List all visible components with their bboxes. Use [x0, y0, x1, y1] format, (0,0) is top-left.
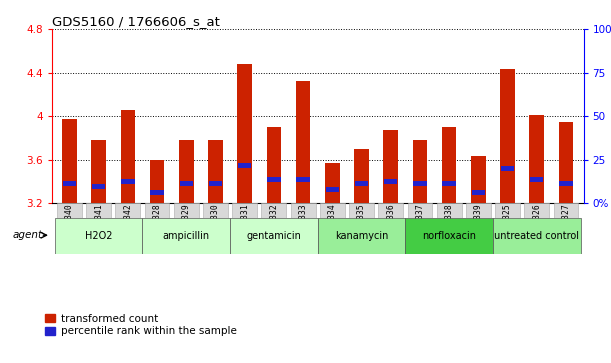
Bar: [267, 177, 280, 182]
Bar: [354, 149, 369, 203]
Bar: [500, 69, 515, 203]
Text: GSM1356338: GSM1356338: [445, 204, 453, 252]
Bar: [501, 166, 514, 171]
Text: GSM1356339: GSM1356339: [474, 204, 483, 252]
Bar: [238, 163, 251, 168]
FancyBboxPatch shape: [378, 203, 403, 218]
Bar: [92, 140, 106, 203]
Text: GSM1356330: GSM1356330: [211, 204, 220, 252]
FancyBboxPatch shape: [318, 218, 405, 254]
Text: GSM1356329: GSM1356329: [182, 204, 191, 252]
Text: untreated control: untreated control: [494, 231, 579, 241]
Bar: [413, 181, 426, 186]
Text: GSM1356326: GSM1356326: [532, 204, 541, 252]
Bar: [296, 81, 310, 203]
Bar: [208, 140, 223, 203]
Bar: [355, 181, 368, 186]
Text: GSM1356334: GSM1356334: [328, 204, 337, 252]
Bar: [384, 130, 398, 203]
Text: gentamicin: gentamicin: [246, 231, 301, 241]
Bar: [326, 187, 339, 192]
Bar: [150, 190, 164, 195]
Bar: [63, 181, 76, 186]
FancyBboxPatch shape: [232, 203, 257, 218]
Bar: [121, 179, 134, 184]
Text: GSM1356340: GSM1356340: [65, 204, 74, 252]
FancyBboxPatch shape: [408, 203, 433, 218]
FancyBboxPatch shape: [142, 218, 230, 254]
FancyBboxPatch shape: [145, 203, 169, 218]
Bar: [442, 127, 456, 203]
Bar: [472, 190, 485, 195]
Bar: [180, 181, 193, 186]
Text: kanamycin: kanamycin: [335, 231, 388, 241]
Bar: [530, 177, 544, 182]
Text: GDS5160 / 1766606_s_at: GDS5160 / 1766606_s_at: [52, 15, 220, 28]
Bar: [559, 181, 573, 186]
Text: GSM1356337: GSM1356337: [415, 204, 425, 252]
Bar: [238, 64, 252, 203]
Text: GSM1356342: GSM1356342: [123, 204, 133, 252]
FancyBboxPatch shape: [320, 203, 345, 218]
Text: GSM1356333: GSM1356333: [299, 204, 307, 252]
FancyBboxPatch shape: [203, 203, 228, 218]
Bar: [120, 110, 135, 203]
FancyBboxPatch shape: [55, 218, 142, 254]
FancyBboxPatch shape: [291, 203, 315, 218]
Text: GSM1356335: GSM1356335: [357, 204, 366, 252]
Bar: [209, 181, 222, 186]
Bar: [62, 119, 77, 203]
FancyBboxPatch shape: [86, 203, 111, 218]
FancyBboxPatch shape: [437, 203, 461, 218]
Bar: [412, 140, 427, 203]
Bar: [179, 140, 194, 203]
FancyBboxPatch shape: [115, 203, 141, 218]
Bar: [92, 184, 105, 189]
Text: GSM1356331: GSM1356331: [240, 204, 249, 252]
Text: GSM1356325: GSM1356325: [503, 204, 512, 252]
Text: ampicillin: ampicillin: [163, 231, 210, 241]
FancyBboxPatch shape: [174, 203, 199, 218]
Bar: [471, 156, 486, 203]
Text: GSM1356332: GSM1356332: [269, 204, 279, 252]
FancyBboxPatch shape: [349, 203, 374, 218]
Text: agent: agent: [13, 230, 43, 240]
Text: GSM1356327: GSM1356327: [562, 204, 571, 252]
Text: norfloxacin: norfloxacin: [422, 231, 476, 241]
FancyBboxPatch shape: [466, 203, 491, 218]
FancyBboxPatch shape: [493, 218, 580, 254]
Text: GSM1356341: GSM1356341: [94, 204, 103, 252]
FancyBboxPatch shape: [524, 203, 549, 218]
Bar: [442, 181, 456, 186]
FancyBboxPatch shape: [554, 203, 579, 218]
Bar: [296, 177, 310, 182]
Text: GSM1356328: GSM1356328: [153, 204, 161, 252]
FancyBboxPatch shape: [495, 203, 520, 218]
Legend: transformed count, percentile rank within the sample: transformed count, percentile rank withi…: [45, 314, 236, 337]
Bar: [325, 163, 340, 203]
FancyBboxPatch shape: [57, 203, 82, 218]
Bar: [150, 160, 164, 203]
Bar: [384, 179, 397, 184]
Text: H2O2: H2O2: [85, 231, 112, 241]
FancyBboxPatch shape: [405, 218, 493, 254]
Bar: [266, 127, 281, 203]
FancyBboxPatch shape: [262, 203, 287, 218]
Text: GSM1356336: GSM1356336: [386, 204, 395, 252]
Bar: [558, 122, 573, 203]
FancyBboxPatch shape: [230, 218, 318, 254]
Bar: [530, 115, 544, 203]
